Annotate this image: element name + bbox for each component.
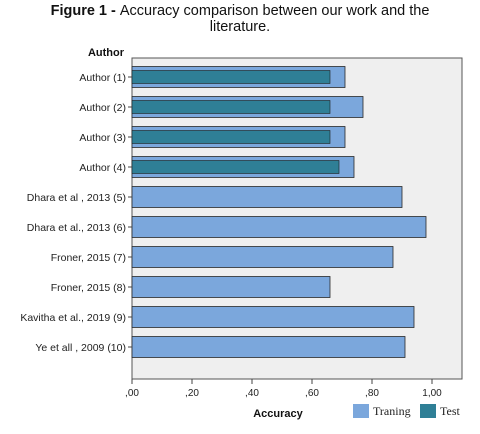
- legend: Traning Test: [353, 404, 460, 418]
- category-label: Froner, 2015 (8): [51, 282, 126, 294]
- category-label: Dhara et al , 2013 (5): [27, 192, 126, 204]
- x-axis-title: Accuracy: [253, 408, 303, 420]
- legend-swatch: [353, 404, 369, 418]
- figure-title: Figure 1 - Accuracy comparison between o…: [0, 3, 480, 35]
- bar-test: [131, 100, 331, 114]
- bar-traning: [131, 216, 427, 238]
- category-label: Froner, 2015 (7): [51, 252, 126, 264]
- figure-title-line2: literature.: [209, 19, 271, 35]
- figure-title-line1: Accuracy comparison between our work and…: [119, 3, 430, 19]
- legend-label: Test: [440, 404, 460, 418]
- x-ticks: ,00 ,20 ,40 ,60 ,80 1,00: [125, 379, 442, 399]
- bar-traning: [131, 306, 415, 328]
- figure-title-lead: Figure 1 -: [50, 3, 120, 19]
- bar-traning: [131, 246, 394, 268]
- bar-test: [131, 130, 331, 144]
- x-tick-label: 1,00: [422, 388, 442, 399]
- category-label: Kavitha et al., 2019 (9): [20, 312, 126, 324]
- category-labels: Author (1) Author (2) Author (3) Author (4)…: [20, 72, 132, 354]
- bars-group: [131, 66, 427, 358]
- category-label: Author (3): [79, 132, 126, 144]
- x-tick-label: ,60: [305, 388, 319, 399]
- y-axis-title: Author: [88, 47, 125, 59]
- x-tick-label: ,00: [125, 388, 139, 399]
- category-label: Dhara et al., 2013 (6): [27, 222, 126, 234]
- x-tick-label: ,20: [185, 388, 199, 399]
- category-label: Author (4): [79, 162, 126, 174]
- bar-test: [131, 70, 331, 84]
- legend-label: Traning: [373, 404, 411, 418]
- x-tick-label: ,80: [365, 388, 379, 399]
- category-label: Author (1): [79, 72, 126, 84]
- legend-swatch: [420, 404, 436, 418]
- bar-traning: [131, 336, 406, 358]
- category-label: Ye et all , 2009 (10): [35, 342, 126, 354]
- bar-traning: [131, 186, 403, 208]
- bar-traning: [131, 276, 331, 298]
- category-label: Author (2): [79, 102, 126, 114]
- x-tick-label: ,40: [245, 388, 259, 399]
- bar-test: [131, 160, 340, 174]
